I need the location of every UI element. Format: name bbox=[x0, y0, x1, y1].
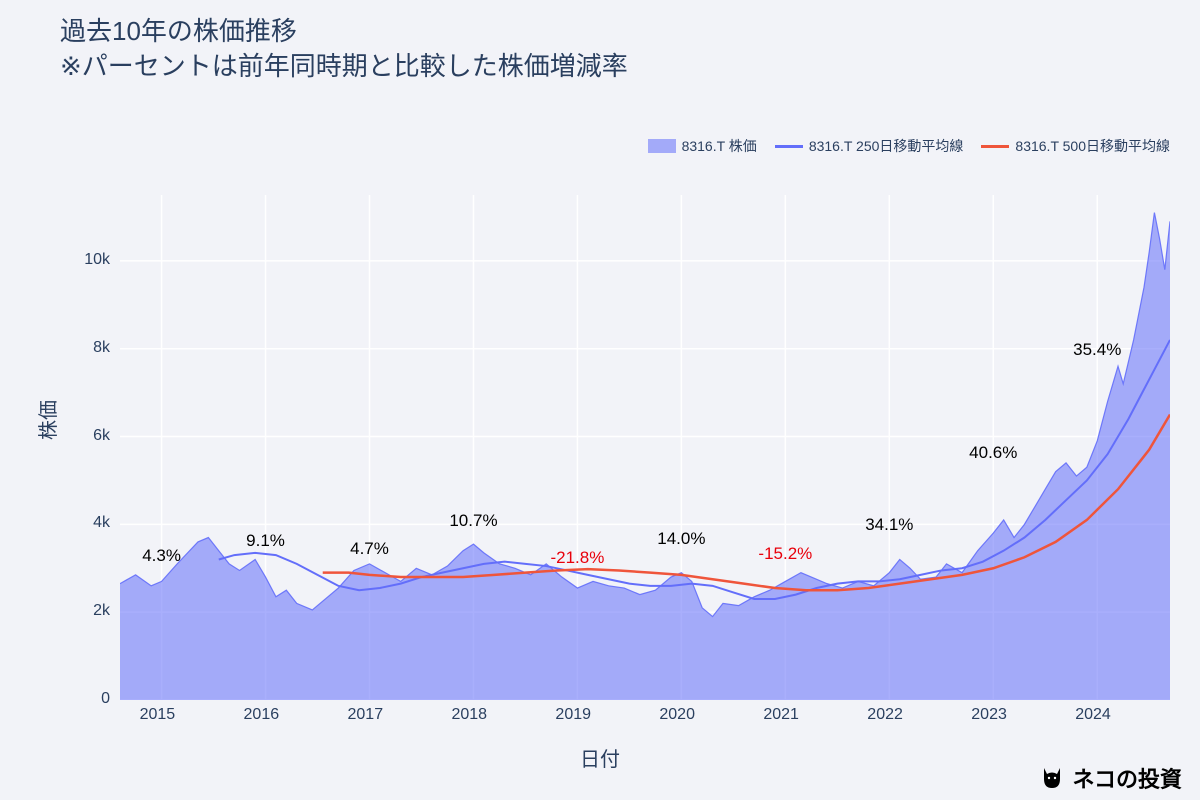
pct-annotation: 40.6% bbox=[969, 443, 1017, 463]
legend-swatch bbox=[981, 145, 1009, 148]
x-tick-label: 2022 bbox=[867, 706, 903, 724]
legend-label: 8316.T 500日移動平均線 bbox=[1015, 136, 1170, 156]
pct-annotation: 4.3% bbox=[142, 546, 181, 566]
pct-annotation: 9.1% bbox=[246, 531, 285, 551]
x-tick-label: 2017 bbox=[348, 706, 384, 724]
y-tick-label: 4k bbox=[93, 514, 110, 532]
pct-annotation: 35.4% bbox=[1073, 340, 1121, 360]
pct-annotation: 10.7% bbox=[449, 511, 497, 531]
x-tick-label: 2019 bbox=[555, 706, 591, 724]
y-tick-label: 2k bbox=[93, 602, 110, 620]
legend-swatch bbox=[648, 139, 676, 153]
cat-icon bbox=[1038, 764, 1066, 792]
chart-title: 過去10年の株価推移 ※パーセントは前年同時期と比較した株価増減率 bbox=[60, 14, 628, 84]
legend-item[interactable]: 8316.T 株価 bbox=[648, 136, 757, 156]
x-tick-label: 2015 bbox=[140, 706, 176, 724]
pct-annotation: -21.8% bbox=[550, 548, 604, 568]
x-tick-label: 2016 bbox=[244, 706, 280, 724]
legend-item[interactable]: 8316.T 250日移動平均線 bbox=[775, 136, 964, 156]
title-line-2: ※パーセントは前年同時期と比較した株価増減率 bbox=[60, 51, 628, 81]
legend-label: 8316.T 250日移動平均線 bbox=[809, 136, 964, 156]
pct-annotation: 4.7% bbox=[350, 539, 389, 559]
x-tick-label: 2021 bbox=[763, 706, 799, 724]
x-tick-label: 2018 bbox=[451, 706, 487, 724]
y-tick-label: 10k bbox=[84, 251, 110, 269]
watermark: ネコの投資 bbox=[1038, 762, 1182, 794]
watermark-text: ネコの投資 bbox=[1072, 762, 1182, 794]
pct-annotation: 14.0% bbox=[657, 529, 705, 549]
legend: 8316.T 株価 8316.T 250日移動平均線 8316.T 500日移動平均… bbox=[648, 136, 1170, 156]
legend-label: 8316.T 株価 bbox=[682, 136, 757, 156]
stock-chart: 過去10年の株価推移 ※パーセントは前年同時期と比較した株価増減率 8316.T… bbox=[0, 0, 1200, 800]
y-tick-label: 6k bbox=[93, 427, 110, 445]
x-axis-title: 日付 bbox=[0, 743, 1200, 772]
x-tick-label: 2020 bbox=[659, 706, 695, 724]
legend-item[interactable]: 8316.T 500日移動平均線 bbox=[981, 136, 1170, 156]
y-axis-title: 株価 bbox=[32, 400, 61, 440]
pct-annotation: -15.2% bbox=[758, 544, 812, 564]
legend-swatch bbox=[775, 145, 803, 148]
y-tick-label: 0 bbox=[101, 690, 110, 708]
y-tick-label: 8k bbox=[93, 339, 110, 357]
x-tick-label: 2023 bbox=[971, 706, 1007, 724]
x-tick-label: 2024 bbox=[1075, 706, 1111, 724]
title-line-1: 過去10年の株価推移 bbox=[60, 16, 297, 46]
pct-annotation: 34.1% bbox=[865, 515, 913, 535]
